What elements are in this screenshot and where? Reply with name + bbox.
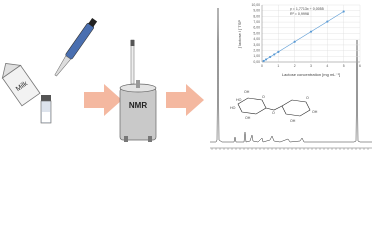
spectrum	[210, 7, 372, 143]
atom-label: O	[272, 111, 275, 115]
atom-label: OH	[244, 90, 250, 94]
milk-carton: Milk	[1, 63, 41, 107]
r-squared: R² = 0,9998	[290, 12, 309, 16]
graphical-abstract: Milk NMR OH HO O OH HO	[1, 3, 372, 150]
atom-label: OH	[312, 110, 318, 114]
y-tick-label: 7,00	[253, 20, 260, 24]
x-tick-label: 0	[261, 64, 263, 68]
atom-label: HO	[236, 98, 242, 102]
vial	[40, 95, 52, 124]
structure-labels: OH HO O OH HO O O OH OH	[230, 90, 318, 123]
trend-line	[263, 11, 344, 62]
x-tick-label: 2	[294, 64, 296, 68]
x-tick-label: 1	[277, 64, 279, 68]
data-point	[269, 55, 272, 59]
nmr-label: NMR	[129, 101, 147, 110]
nmr-tube	[130, 39, 135, 85]
data-point	[262, 59, 265, 63]
calibration-chart: ∫ lactose / ∫ TSP Lactose concentration …	[237, 3, 361, 77]
y-tick-label: 9,00	[253, 9, 260, 13]
arrow	[84, 84, 122, 116]
lactose-structure	[237, 97, 311, 117]
x-tick-label: 3	[310, 64, 312, 68]
arrow	[166, 84, 204, 116]
data-point	[277, 50, 280, 53]
atom-label: O	[306, 96, 309, 100]
data-point	[293, 40, 296, 43]
y-tick-label: 0,00	[253, 60, 260, 64]
y-tick-label: 1,00	[253, 54, 260, 58]
atom-label: O	[262, 95, 265, 99]
nmr-magnet: NMR	[119, 80, 157, 142]
atom-label: OH	[245, 116, 251, 120]
data-point	[326, 20, 329, 23]
atom-label: OH	[290, 119, 296, 123]
y-tick-label: 4,00	[253, 37, 260, 41]
x-tick-label: 4	[326, 64, 328, 68]
y-tick-label: 8,00	[253, 14, 260, 18]
atom-label: HO	[230, 106, 236, 110]
data-point	[342, 10, 345, 13]
x-axis-label: Lactose concentration [mg mL⁻¹]	[282, 72, 340, 77]
data-point	[309, 30, 313, 33]
y-tick-label: 3,00	[253, 43, 260, 47]
y-tick-label: 6,00	[253, 26, 260, 30]
equation: y = 1,7713x + 0,0055	[290, 7, 324, 11]
data-point	[273, 53, 276, 56]
y-tick-label: 5,00	[253, 31, 260, 35]
y-tick-label: 2,00	[253, 48, 260, 52]
y-tick-label: 10,00	[252, 3, 261, 7]
x-tick-label: 5	[343, 64, 345, 68]
y-axis-label: ∫ lactose / ∫ TSP	[237, 20, 242, 49]
pipette	[54, 18, 98, 77]
data-point	[264, 58, 268, 61]
x-tick-label: 6	[359, 64, 361, 68]
spectrum-ruler	[211, 148, 369, 150]
